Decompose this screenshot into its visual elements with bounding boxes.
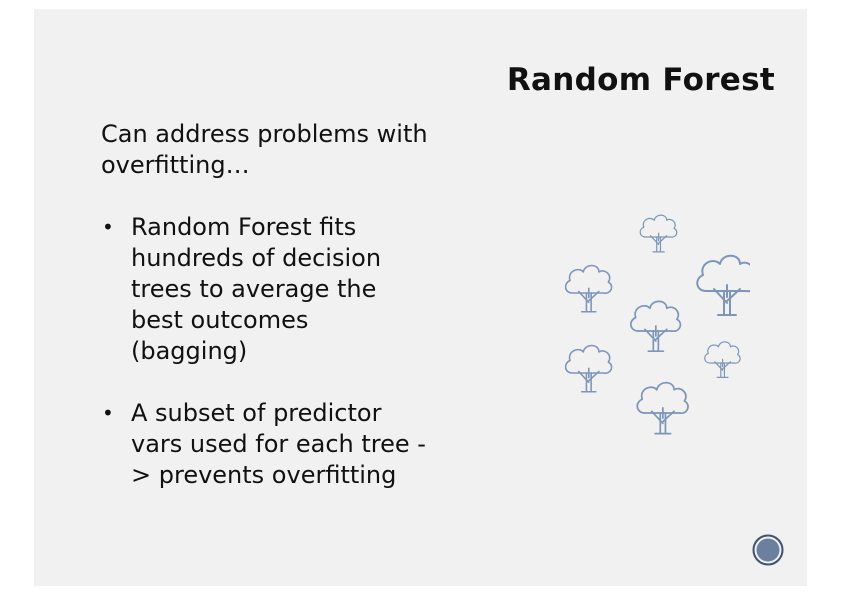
tree-icon [564,264,613,313]
tree-icon [704,341,741,378]
bullet-item: • A subset of predictor vars used for ea… [100,398,430,491]
forest-illustration [564,214,750,435]
slide: Random Forest Can address problems with … [34,9,807,586]
bullet-item: • Random Forest fits hundreds of decisio… [100,212,430,367]
bullet-marker: • [102,401,114,425]
bullet-marker: • [102,215,114,239]
tree-icon [636,381,689,435]
bullet-text: A subset of predictor vars used for each… [131,399,426,489]
bullet-text: Random Forest fits hundreds of decision … [131,213,382,365]
tree-icon [639,214,678,253]
circle-button-icon [752,534,784,566]
tree-icon [696,254,750,316]
slide-nav-button[interactable] [752,534,784,566]
bullet-list: • Random Forest fits hundreds of decisio… [100,212,430,522]
circle-button-fill [756,538,780,562]
tree-icon [564,344,613,393]
slide-title: Random Forest [506,62,775,98]
tree-icon [630,300,682,353]
intro-text: Can address problems with overfitting… [101,120,428,179]
